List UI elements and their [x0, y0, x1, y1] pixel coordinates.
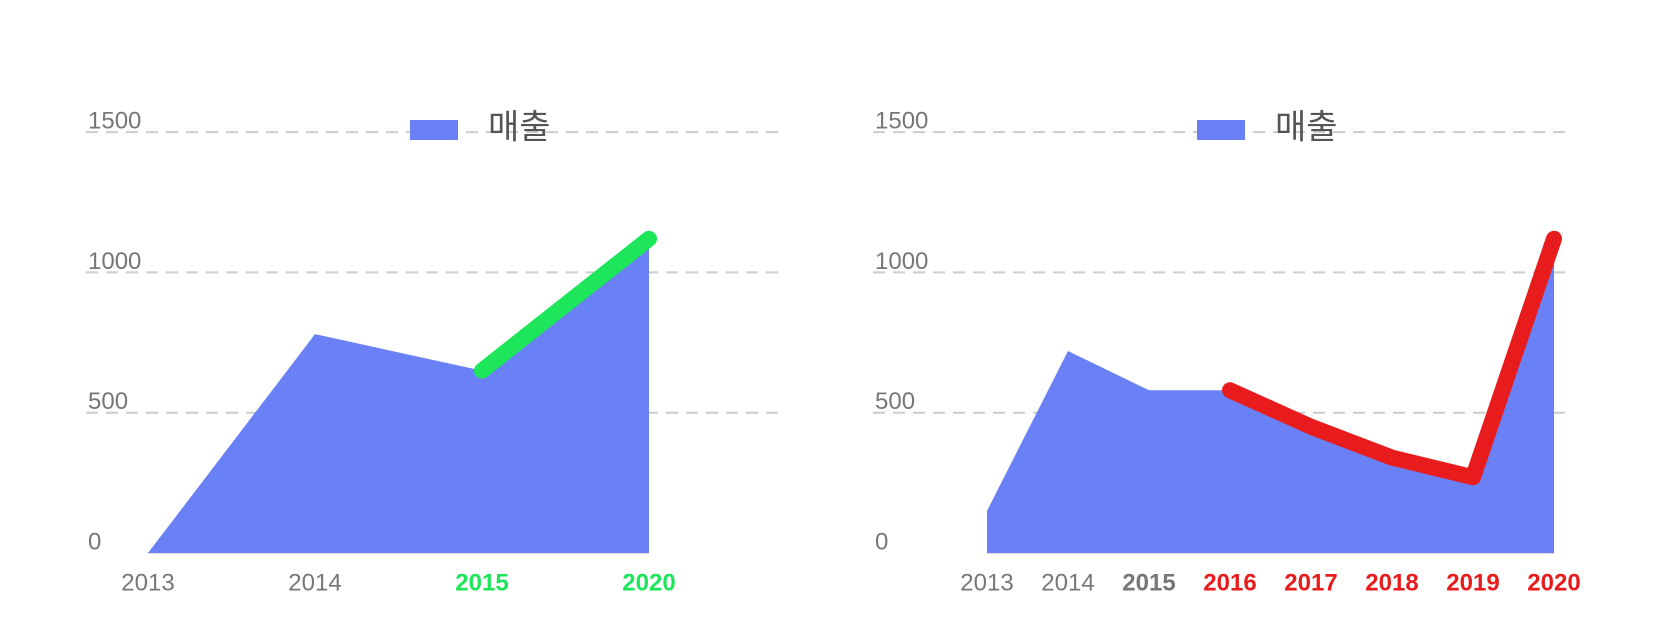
- x-tick-label: 2016: [1203, 569, 1256, 596]
- y-tick-label: 0: [88, 528, 101, 555]
- x-tick-label: 2014: [288, 569, 341, 596]
- x-tick-label: 2015: [455, 569, 508, 596]
- x-tick-label: 2018: [1365, 569, 1418, 596]
- x-tick-label: 2019: [1446, 569, 1499, 596]
- legend-swatch: [1197, 120, 1245, 140]
- x-tick-label: 2013: [121, 569, 174, 596]
- x-tick-label: 2020: [1527, 569, 1580, 596]
- legend-text: 매출: [488, 108, 551, 148]
- y-tick-label: 1000: [875, 248, 928, 275]
- area: [148, 238, 649, 553]
- x-tick-label: 2020: [622, 569, 675, 596]
- y-tick-label: 0: [875, 528, 888, 555]
- highlight-stroke: [1222, 230, 1562, 486]
- x-tick-label: 2015: [1122, 569, 1175, 596]
- legend-swatch: [410, 120, 458, 140]
- y-tick-label: 1500: [88, 107, 141, 134]
- x-tick-label: 2014: [1041, 569, 1094, 596]
- y-tick-label: 1500: [875, 107, 928, 134]
- y-tick-label: 500: [875, 388, 915, 415]
- x-tick-label: 2013: [960, 569, 1013, 596]
- x-tick-label: 2017: [1284, 569, 1337, 596]
- highlight-stroke: [474, 230, 657, 379]
- legend-text: 매출: [1275, 108, 1338, 148]
- y-tick-label: 500: [88, 388, 128, 415]
- area: [987, 238, 1554, 553]
- y-tick-label: 1000: [88, 248, 141, 275]
